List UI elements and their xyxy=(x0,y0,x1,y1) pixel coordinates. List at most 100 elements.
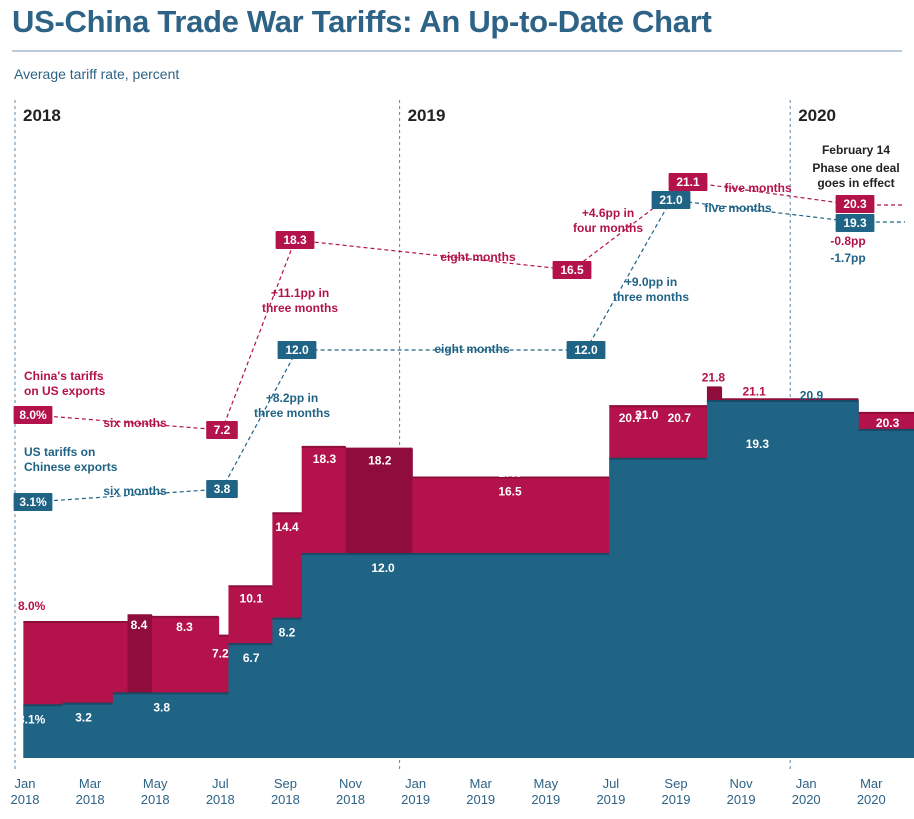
china-timeline-line xyxy=(32,181,905,431)
china-note-increase: four months xyxy=(573,221,643,235)
china-point-label: 20.3 xyxy=(843,197,867,211)
china-point-label: 18.3 xyxy=(283,233,307,247)
bar-value-labels: 8.0% 8.4 8.3 7.2 10.1 14.4 18.3 18.2 16.5 20.7 20.… xyxy=(18,370,900,726)
us-step-bar xyxy=(272,618,303,758)
us-point-label-box xyxy=(835,214,875,232)
us-point-label: 19.3 xyxy=(843,216,867,230)
us-point-label-box xyxy=(566,341,606,359)
china-point-label: 8.0% xyxy=(19,408,47,422)
china-note-decrease: -0.8pp xyxy=(830,234,865,248)
china-series-label: on US exports xyxy=(24,384,106,398)
us-note-increase: three months xyxy=(254,406,330,420)
us-note-increase: +9.0pp in xyxy=(625,275,677,289)
china-point-label-box xyxy=(206,421,238,439)
china-note-increase: +4.6pp in xyxy=(582,206,634,220)
china-value-label: 18.2 xyxy=(368,454,392,468)
china-note-duration: five months xyxy=(724,181,792,195)
china-value-label: 7.2 xyxy=(212,647,229,661)
china-note-duration: six months xyxy=(103,416,167,430)
us-value-label: 21.0 xyxy=(635,408,659,422)
china-note-increase: +11.1pp in xyxy=(271,286,329,300)
us-value-label: 19.3 xyxy=(746,437,770,451)
x-tick-month: Mar xyxy=(79,776,102,791)
year-label-2019: 2019 xyxy=(408,106,446,125)
title-divider xyxy=(12,50,902,52)
x-tick-month: Jul xyxy=(603,776,620,791)
us-value-label: 8.2 xyxy=(279,626,296,640)
x-tick-year: 2019 xyxy=(531,792,560,807)
x-tick-month: Jul xyxy=(212,776,229,791)
china-value-label: 20.3 xyxy=(876,416,900,430)
china-point-label-box xyxy=(13,406,53,424)
x-tick-year: 2018 xyxy=(141,792,170,807)
us-point-label-box xyxy=(277,341,317,359)
china-value-label: 14.4 xyxy=(275,520,299,534)
x-tick-month: Jan xyxy=(796,776,817,791)
us-point-label-box xyxy=(206,480,238,498)
x-tick-month: May xyxy=(143,776,168,791)
us-value-label: 17.6 xyxy=(498,466,522,480)
china-point-label: 7.2 xyxy=(214,423,231,437)
x-tick-month: Sep xyxy=(274,776,297,791)
us-step-bar xyxy=(706,401,859,758)
us-point-label-box xyxy=(13,493,53,511)
us-note-duration: six months xyxy=(103,484,167,498)
year-label-2018: 2018 xyxy=(23,106,61,125)
us-point-label: 12.0 xyxy=(285,343,309,357)
x-tick-month: Sep xyxy=(664,776,687,791)
us-tariff-area xyxy=(23,400,914,758)
x-tick-year: 2018 xyxy=(271,792,300,807)
x-tick-year: 2019 xyxy=(727,792,756,807)
china-point-label-box xyxy=(668,173,708,191)
year-label-2020: 2020 xyxy=(798,106,836,125)
x-tick-month: Nov xyxy=(730,776,754,791)
x-axis: Jan2018Mar2018May2018Jul2018Sep2018Nov20… xyxy=(11,776,886,807)
x-tick-year: 2018 xyxy=(336,792,365,807)
us-point-label: 3.8 xyxy=(214,482,231,496)
china-value-label: 8.3 xyxy=(176,620,193,634)
x-tick-year: 2019 xyxy=(466,792,495,807)
x-tick-year: 2020 xyxy=(792,792,821,807)
x-tick-month: May xyxy=(534,776,559,791)
china-value-label: 20.7 xyxy=(619,411,643,425)
deal-note: Phase one deal xyxy=(812,161,899,175)
china-value-label: 16.5 xyxy=(498,485,522,499)
x-tick-year: 2020 xyxy=(857,792,886,807)
us-step-bar xyxy=(112,693,229,758)
us-value-label: 3.1% xyxy=(18,712,46,726)
us-note-increase: +8.2pp in xyxy=(266,391,318,405)
x-tick-year: 2018 xyxy=(76,792,105,807)
china-value-label: 8.0% xyxy=(18,599,46,613)
us-point-label-box xyxy=(651,191,691,209)
us-step-bar xyxy=(23,705,63,758)
us-step-bar xyxy=(858,429,914,758)
x-tick-month: Jan xyxy=(15,776,36,791)
timeline-annotations: 8.0% 7.2 18.3 16.5 21.1 20.3 3.1% 3.8 12.0 12.0 21… xyxy=(13,143,905,511)
x-tick-year: 2019 xyxy=(662,792,691,807)
us-point-label: 21.0 xyxy=(659,193,683,207)
us-point-label: 12.0 xyxy=(574,343,598,357)
x-tick-month: Mar xyxy=(860,776,883,791)
x-tick-month: Jan xyxy=(405,776,426,791)
us-point-label: 3.1% xyxy=(19,495,47,509)
us-note-decrease: -1.7pp xyxy=(830,251,865,265)
x-tick-year: 2018 xyxy=(206,792,235,807)
us-note-increase: three months xyxy=(613,290,689,304)
x-tick-month: Mar xyxy=(470,776,493,791)
x-tick-year: 2019 xyxy=(596,792,625,807)
china-point-label-box xyxy=(835,195,875,213)
china-note-increase: three months xyxy=(262,301,338,315)
us-value-label: 3.2 xyxy=(75,711,92,725)
x-tick-year: 2019 xyxy=(401,792,430,807)
us-note-duration: five months xyxy=(704,201,772,215)
us-value-label: 3.8 xyxy=(153,700,170,714)
china-value-label: 10.1 xyxy=(240,591,264,605)
x-tick-year: 2018 xyxy=(11,792,40,807)
deal-note: goes in effect xyxy=(817,176,894,190)
china-point-label-box xyxy=(552,261,592,279)
us-step-bar xyxy=(609,458,708,758)
china-value-label: 21.8 xyxy=(702,370,726,384)
china-value-label: 20.7 xyxy=(668,411,692,425)
axis-subtitle: Average tariff rate, percent xyxy=(14,66,180,82)
